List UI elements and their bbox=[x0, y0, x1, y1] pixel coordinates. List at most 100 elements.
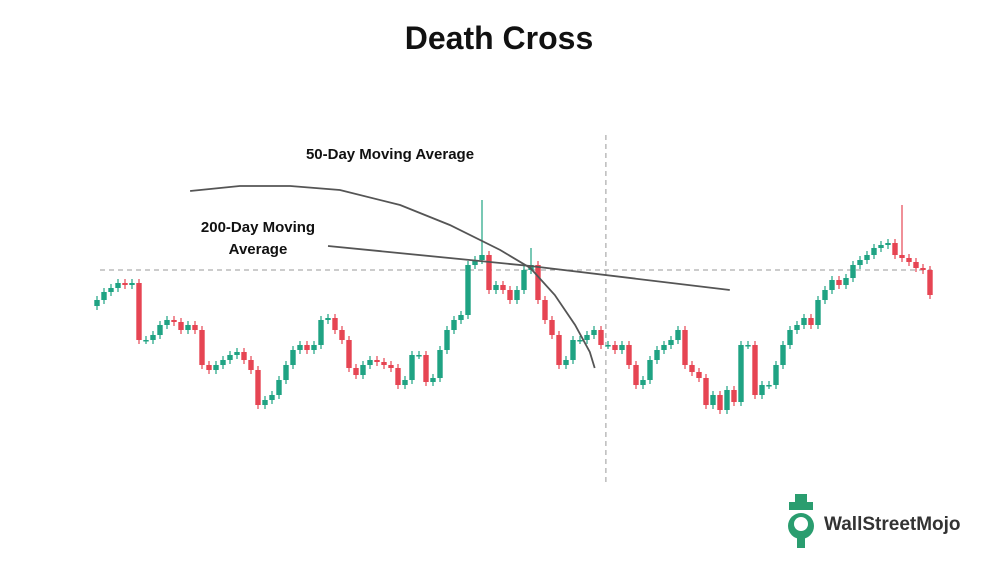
candle-body bbox=[619, 345, 625, 350]
candle-body bbox=[108, 288, 114, 292]
candle-body bbox=[682, 330, 688, 365]
candle-body bbox=[605, 345, 611, 347]
candle-body bbox=[787, 330, 793, 345]
candle-body bbox=[850, 265, 856, 278]
moving-average-line bbox=[327, 245, 730, 291]
candle-body bbox=[738, 345, 744, 402]
candle-body bbox=[115, 283, 121, 288]
candle-body bbox=[612, 345, 618, 350]
candle-body bbox=[535, 265, 541, 300]
candle-body bbox=[178, 322, 184, 330]
candle-body bbox=[675, 330, 681, 340]
candle-body bbox=[507, 290, 513, 300]
candle-body bbox=[290, 350, 296, 365]
candle-body bbox=[199, 330, 205, 365]
candle-body bbox=[864, 255, 870, 260]
candle-body bbox=[241, 352, 247, 360]
candle-body bbox=[360, 365, 366, 375]
candle-body bbox=[339, 330, 345, 340]
candle-body bbox=[829, 280, 835, 290]
candle-body bbox=[913, 262, 919, 268]
candle-body bbox=[423, 355, 429, 382]
candle-body bbox=[857, 260, 863, 265]
candle-body bbox=[150, 335, 156, 340]
candle-body bbox=[248, 360, 254, 370]
candle-body bbox=[703, 378, 709, 405]
candle-body bbox=[570, 340, 576, 360]
candle-body bbox=[367, 360, 373, 365]
candle-body bbox=[269, 395, 275, 400]
candle-body bbox=[416, 355, 422, 357]
candle-body bbox=[500, 285, 506, 290]
candle-body bbox=[626, 345, 632, 365]
candle-body bbox=[381, 362, 387, 365]
candle-body bbox=[185, 325, 191, 330]
candle-body bbox=[906, 258, 912, 262]
candle-body bbox=[759, 385, 765, 395]
candle-body bbox=[255, 370, 261, 405]
candle-body bbox=[878, 245, 884, 248]
candle-body bbox=[815, 300, 821, 325]
ma-label: 50-Day Moving Average bbox=[305, 146, 475, 163]
candle-body bbox=[920, 268, 926, 270]
candle-body bbox=[325, 318, 331, 320]
candle-body bbox=[388, 365, 394, 368]
candle-body bbox=[556, 335, 562, 365]
candle-body bbox=[353, 368, 359, 375]
candle-body bbox=[794, 325, 800, 330]
candle-body bbox=[465, 265, 471, 315]
candle-body bbox=[493, 285, 499, 290]
candle-body bbox=[766, 385, 772, 387]
candle-body bbox=[346, 340, 352, 368]
candle-body bbox=[220, 360, 226, 365]
candle-body bbox=[283, 365, 289, 380]
candle-body bbox=[808, 318, 814, 325]
watermark: WallStreetMojo bbox=[824, 514, 961, 535]
candle-body bbox=[234, 352, 240, 355]
candle-body bbox=[444, 330, 450, 350]
candle-body bbox=[598, 330, 604, 345]
candle-body bbox=[668, 340, 674, 345]
candle-body bbox=[101, 292, 107, 300]
candle-body bbox=[752, 345, 758, 395]
ma-label: 200-Day Moving Average bbox=[200, 219, 316, 258]
candle-body bbox=[654, 350, 660, 360]
candle-body bbox=[836, 280, 842, 285]
candle-body bbox=[521, 270, 527, 290]
candle-body bbox=[710, 395, 716, 405]
candle-body bbox=[542, 300, 548, 320]
candle-body bbox=[640, 380, 646, 385]
candle-body bbox=[801, 318, 807, 325]
candle-body bbox=[136, 283, 142, 340]
candle-body bbox=[871, 248, 877, 255]
candle-body bbox=[143, 340, 149, 342]
candle-body bbox=[311, 345, 317, 350]
candle-body bbox=[717, 395, 723, 410]
candle-body bbox=[647, 360, 653, 380]
candle-body bbox=[276, 380, 282, 395]
candle-body bbox=[661, 345, 667, 350]
candle-body bbox=[451, 320, 457, 330]
candle-body bbox=[206, 365, 212, 370]
candle-body bbox=[745, 345, 751, 347]
candle-body bbox=[395, 368, 401, 385]
candle-body bbox=[689, 365, 695, 372]
candle-body bbox=[486, 255, 492, 290]
candle-body bbox=[430, 378, 436, 382]
candle-body bbox=[332, 318, 338, 330]
candle-body bbox=[822, 290, 828, 300]
candle-body bbox=[843, 278, 849, 285]
candle-body bbox=[213, 365, 219, 370]
candle-body bbox=[458, 315, 464, 320]
candle-body bbox=[731, 390, 737, 402]
candle-body bbox=[563, 360, 569, 365]
candle-body bbox=[584, 335, 590, 340]
candle-body bbox=[633, 365, 639, 385]
candle-body bbox=[577, 340, 583, 342]
candle-body bbox=[304, 345, 310, 350]
candle-body bbox=[724, 390, 730, 410]
candle-body bbox=[129, 283, 135, 285]
candle-body bbox=[402, 380, 408, 385]
candle-body bbox=[514, 290, 520, 300]
